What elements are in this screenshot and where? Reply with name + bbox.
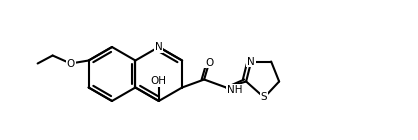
Text: OH: OH (151, 76, 167, 86)
Text: S: S (261, 93, 268, 102)
Text: O: O (66, 59, 75, 68)
Text: O: O (205, 58, 213, 67)
Text: N: N (247, 57, 255, 66)
Text: NH: NH (227, 85, 242, 95)
Text: N: N (155, 42, 163, 52)
